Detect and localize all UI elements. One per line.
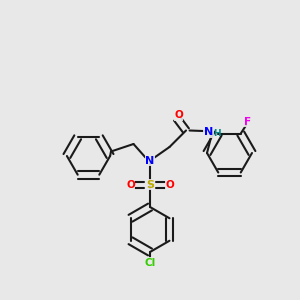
Text: Cl: Cl: [144, 257, 156, 268]
Text: F: F: [244, 117, 251, 127]
Text: O: O: [174, 110, 183, 121]
Text: O: O: [165, 179, 174, 190]
Text: N: N: [146, 155, 154, 166]
Text: O: O: [126, 179, 135, 190]
Text: S: S: [146, 179, 154, 190]
Text: H: H: [213, 129, 221, 138]
Text: N: N: [204, 127, 213, 137]
